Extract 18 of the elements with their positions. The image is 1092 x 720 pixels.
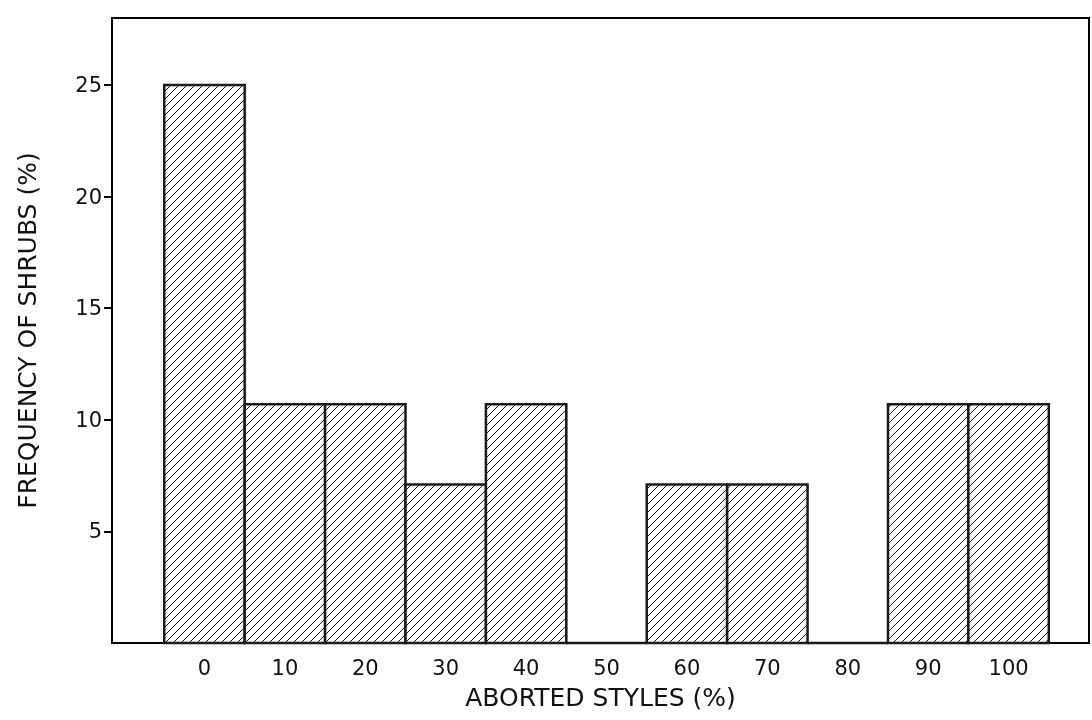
x-tick-label: 20 — [351, 655, 379, 680]
y-tick-label: 15 — [75, 296, 102, 321]
x-tick-label: 0 — [197, 655, 212, 680]
y-tick-label: 20 — [75, 184, 102, 209]
y-tick-label: 5 — [88, 519, 102, 544]
x-tick-label: 50 — [593, 655, 620, 680]
x-tick-label: 100 — [988, 655, 1029, 680]
x-tick-label: 30 — [432, 655, 460, 680]
y-tick-label: 10 — [75, 407, 102, 432]
x-tick-label: 60 — [673, 655, 701, 680]
x-tick-label: 10 — [271, 655, 299, 680]
x-tick-label: 40 — [512, 655, 540, 680]
x-axis-title: ABORTED STYLES (%) — [465, 683, 736, 712]
x-tick-label: 90 — [914, 655, 942, 680]
y-tick-label: 25 — [75, 72, 102, 97]
y-axis-title: FREQUENCY OF SHRUBS (%) — [13, 152, 42, 509]
x-tick-label: 70 — [753, 655, 781, 680]
x-tick-label: 80 — [834, 655, 862, 680]
